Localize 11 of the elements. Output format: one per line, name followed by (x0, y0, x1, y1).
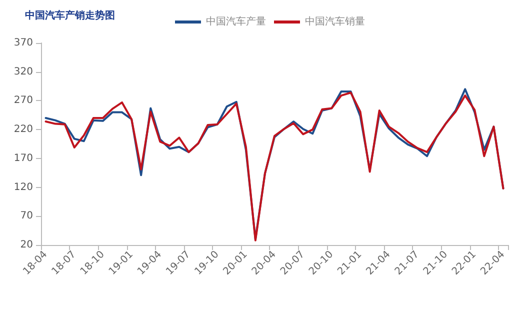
y-tick-label: 370 (14, 38, 33, 48)
y-tick-label: 220 (14, 124, 33, 136)
y-tick-label: 320 (14, 66, 33, 78)
legend-label: 中国汽车销量 (305, 16, 365, 28)
y-tick-label: 170 (14, 152, 33, 164)
chart-title: 中国汽车产销走势图 (25, 10, 115, 22)
y-tick-label: 120 (14, 182, 33, 193)
y-tick-label: 70 (20, 210, 33, 222)
legend-label: 中国汽车产量 (206, 16, 266, 28)
y-tick-label: 270 (14, 95, 33, 106)
y-tick-label: 20 (20, 240, 33, 250)
